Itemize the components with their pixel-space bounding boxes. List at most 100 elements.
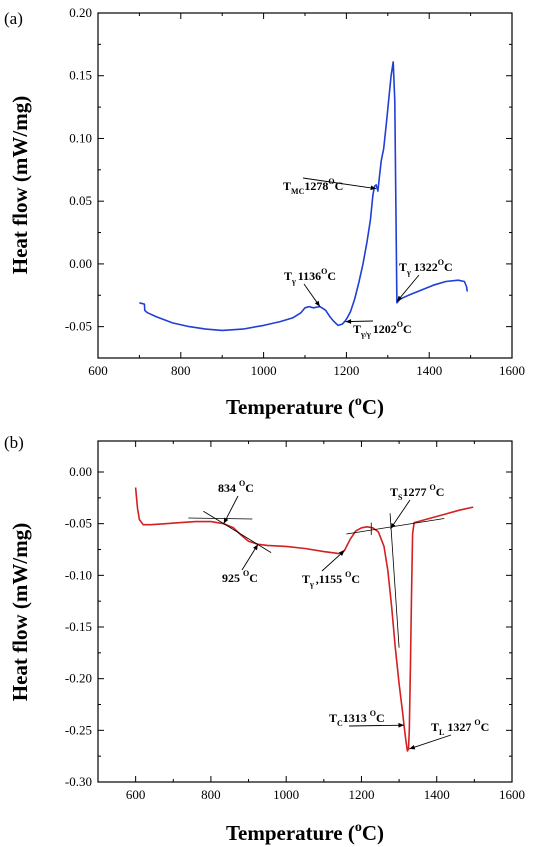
annotation-sup: O [438, 258, 444, 267]
annotation-sub: S [398, 493, 403, 502]
annotation-sub: γ/γ [360, 330, 373, 339]
tangent-line [188, 517, 253, 520]
x-axis-title-main: Temperature ( [226, 821, 355, 845]
annotation-arrowhead [338, 550, 345, 556]
annotation-unit: C [249, 571, 258, 585]
annotation-value: 1322 [411, 260, 438, 274]
x-tick-label: 600 [126, 787, 146, 802]
x-tick-label: 1600 [499, 787, 525, 802]
tangent-line [346, 518, 445, 535]
x-tick-label: 1400 [424, 787, 450, 802]
plot-frame [97, 440, 513, 783]
annotation-arrowhead [253, 544, 258, 551]
y-tick-label: 0.15 [69, 68, 92, 83]
annotation-main: T [399, 260, 407, 274]
annotation-arrowhead [370, 185, 377, 191]
y-tick-label: 0.00 [69, 256, 92, 271]
annotation-label: TS1277 OC [390, 483, 444, 502]
annotation: Tγ 1322OC [396, 258, 453, 302]
annotation-label: Tγ 1322OC [399, 258, 453, 277]
annotation-arrowhead [398, 722, 404, 728]
annotation-sup: O [243, 569, 249, 578]
annotation-arrowhead [223, 517, 229, 524]
annotation-sup: O [397, 320, 403, 329]
x-axis-title: Temperature (oC) [226, 394, 384, 419]
annotation-value: 1277 [402, 485, 429, 499]
annotation-value: ,1155 [316, 572, 345, 586]
x-axis-title: Temperature (oC) [226, 820, 384, 845]
annotation-sup: O [328, 177, 334, 186]
y-tick-label: 0.10 [69, 130, 92, 145]
chart-panel-b: (b) 600 800 1000 1200 1400 1600 0.00 -0.05 -0.10 -… [4, 433, 525, 845]
annotation: 834 OC [218, 479, 254, 524]
annotation-main: T [390, 485, 398, 499]
annotation-label: Tγ/γ 1202OC [353, 320, 412, 339]
annotation-label: 925 OC [222, 569, 258, 585]
annotation-arrowhead [314, 300, 320, 307]
x-axis-title-sup: o [355, 394, 362, 409]
annotation-label: TL 1327 OC [431, 718, 489, 737]
annotation-unit: C [403, 322, 412, 336]
y-tick-label: -0.05 [65, 516, 92, 531]
y-tick-label: -0.30 [65, 774, 92, 789]
annotation-value: 1327 [444, 720, 474, 734]
annotation: Tγ ,1155 OC [302, 550, 360, 589]
tangent-line [203, 510, 272, 553]
annotation-arrow [348, 724, 404, 727]
annotation-sup: O [345, 570, 351, 579]
x-tick-label: 800 [171, 363, 191, 378]
annotation-value: 1202 [373, 322, 397, 336]
annotation: TL 1327 OC [409, 718, 489, 750]
panel-label: (a) [4, 9, 23, 28]
annotation-arrow [302, 177, 377, 190]
annotation-main: T [329, 711, 337, 725]
y-tick-label: 0.00 [69, 464, 92, 479]
annotation-main: T [283, 179, 291, 193]
annotation: 925 OC [222, 544, 259, 585]
x-tick-label: 1400 [416, 363, 442, 378]
annotation-value: 1136 [298, 269, 321, 283]
annotation-unit: C [327, 269, 336, 283]
annotation-unit: C [351, 572, 360, 586]
x-tick-label: 600 [88, 363, 108, 378]
annotation-unit: C [481, 720, 490, 734]
annotation-arrow [390, 499, 411, 530]
annotation-main: 834 [218, 481, 239, 495]
annotation-arrow [396, 274, 420, 302]
chart-panel-a: (a) 600 800 1000 1200 1400 1600 -0.05 0.00 0.05 0.… [4, 5, 525, 419]
y-axis-title: Heat flow (mW/mg) [8, 96, 32, 274]
annotation-arrow [409, 734, 452, 750]
annotation-sub: L [439, 728, 444, 737]
series-line [134, 487, 474, 752]
x-tick-label: 1000 [273, 787, 299, 802]
annotation-main: T [431, 720, 439, 734]
annotation-arrowhead [409, 744, 416, 750]
annotation-unit: C [335, 179, 344, 193]
annotation-main: T [353, 322, 361, 336]
annotation-label: Tγ 1136OC [284, 267, 336, 286]
annotation-main: 925 [222, 571, 243, 585]
annotation: TC1313 OC [329, 709, 404, 728]
annotation: Tγ/γ 1202OC [345, 319, 412, 339]
panel-label: (b) [4, 433, 24, 452]
x-tick-label: 1200 [333, 363, 359, 378]
x-tick-label: 1600 [499, 363, 525, 378]
annotation-main: T [284, 269, 292, 283]
y-tick-label: -0.15 [65, 619, 92, 634]
annotation-sub: C [337, 719, 343, 728]
x-axis-title-tail: C) [362, 395, 384, 419]
y-tick-label: -0.25 [65, 722, 92, 737]
x-axis-title-sup: o [355, 820, 362, 835]
y-tick-label: -0.10 [65, 567, 92, 582]
annotation: Tγ 1136OC [284, 267, 336, 307]
y-tick-label: -0.20 [65, 671, 92, 686]
annotation-unit: C [444, 260, 453, 274]
annotation-main: T [302, 572, 310, 586]
annotation-unit: C [376, 711, 385, 725]
annotation-sub: γ [309, 580, 316, 589]
annotation-label: TC1313 OC [329, 709, 385, 728]
series-line [139, 61, 469, 332]
annotation-value: 1278 [304, 179, 328, 193]
annotation-sup: O [370, 709, 376, 718]
